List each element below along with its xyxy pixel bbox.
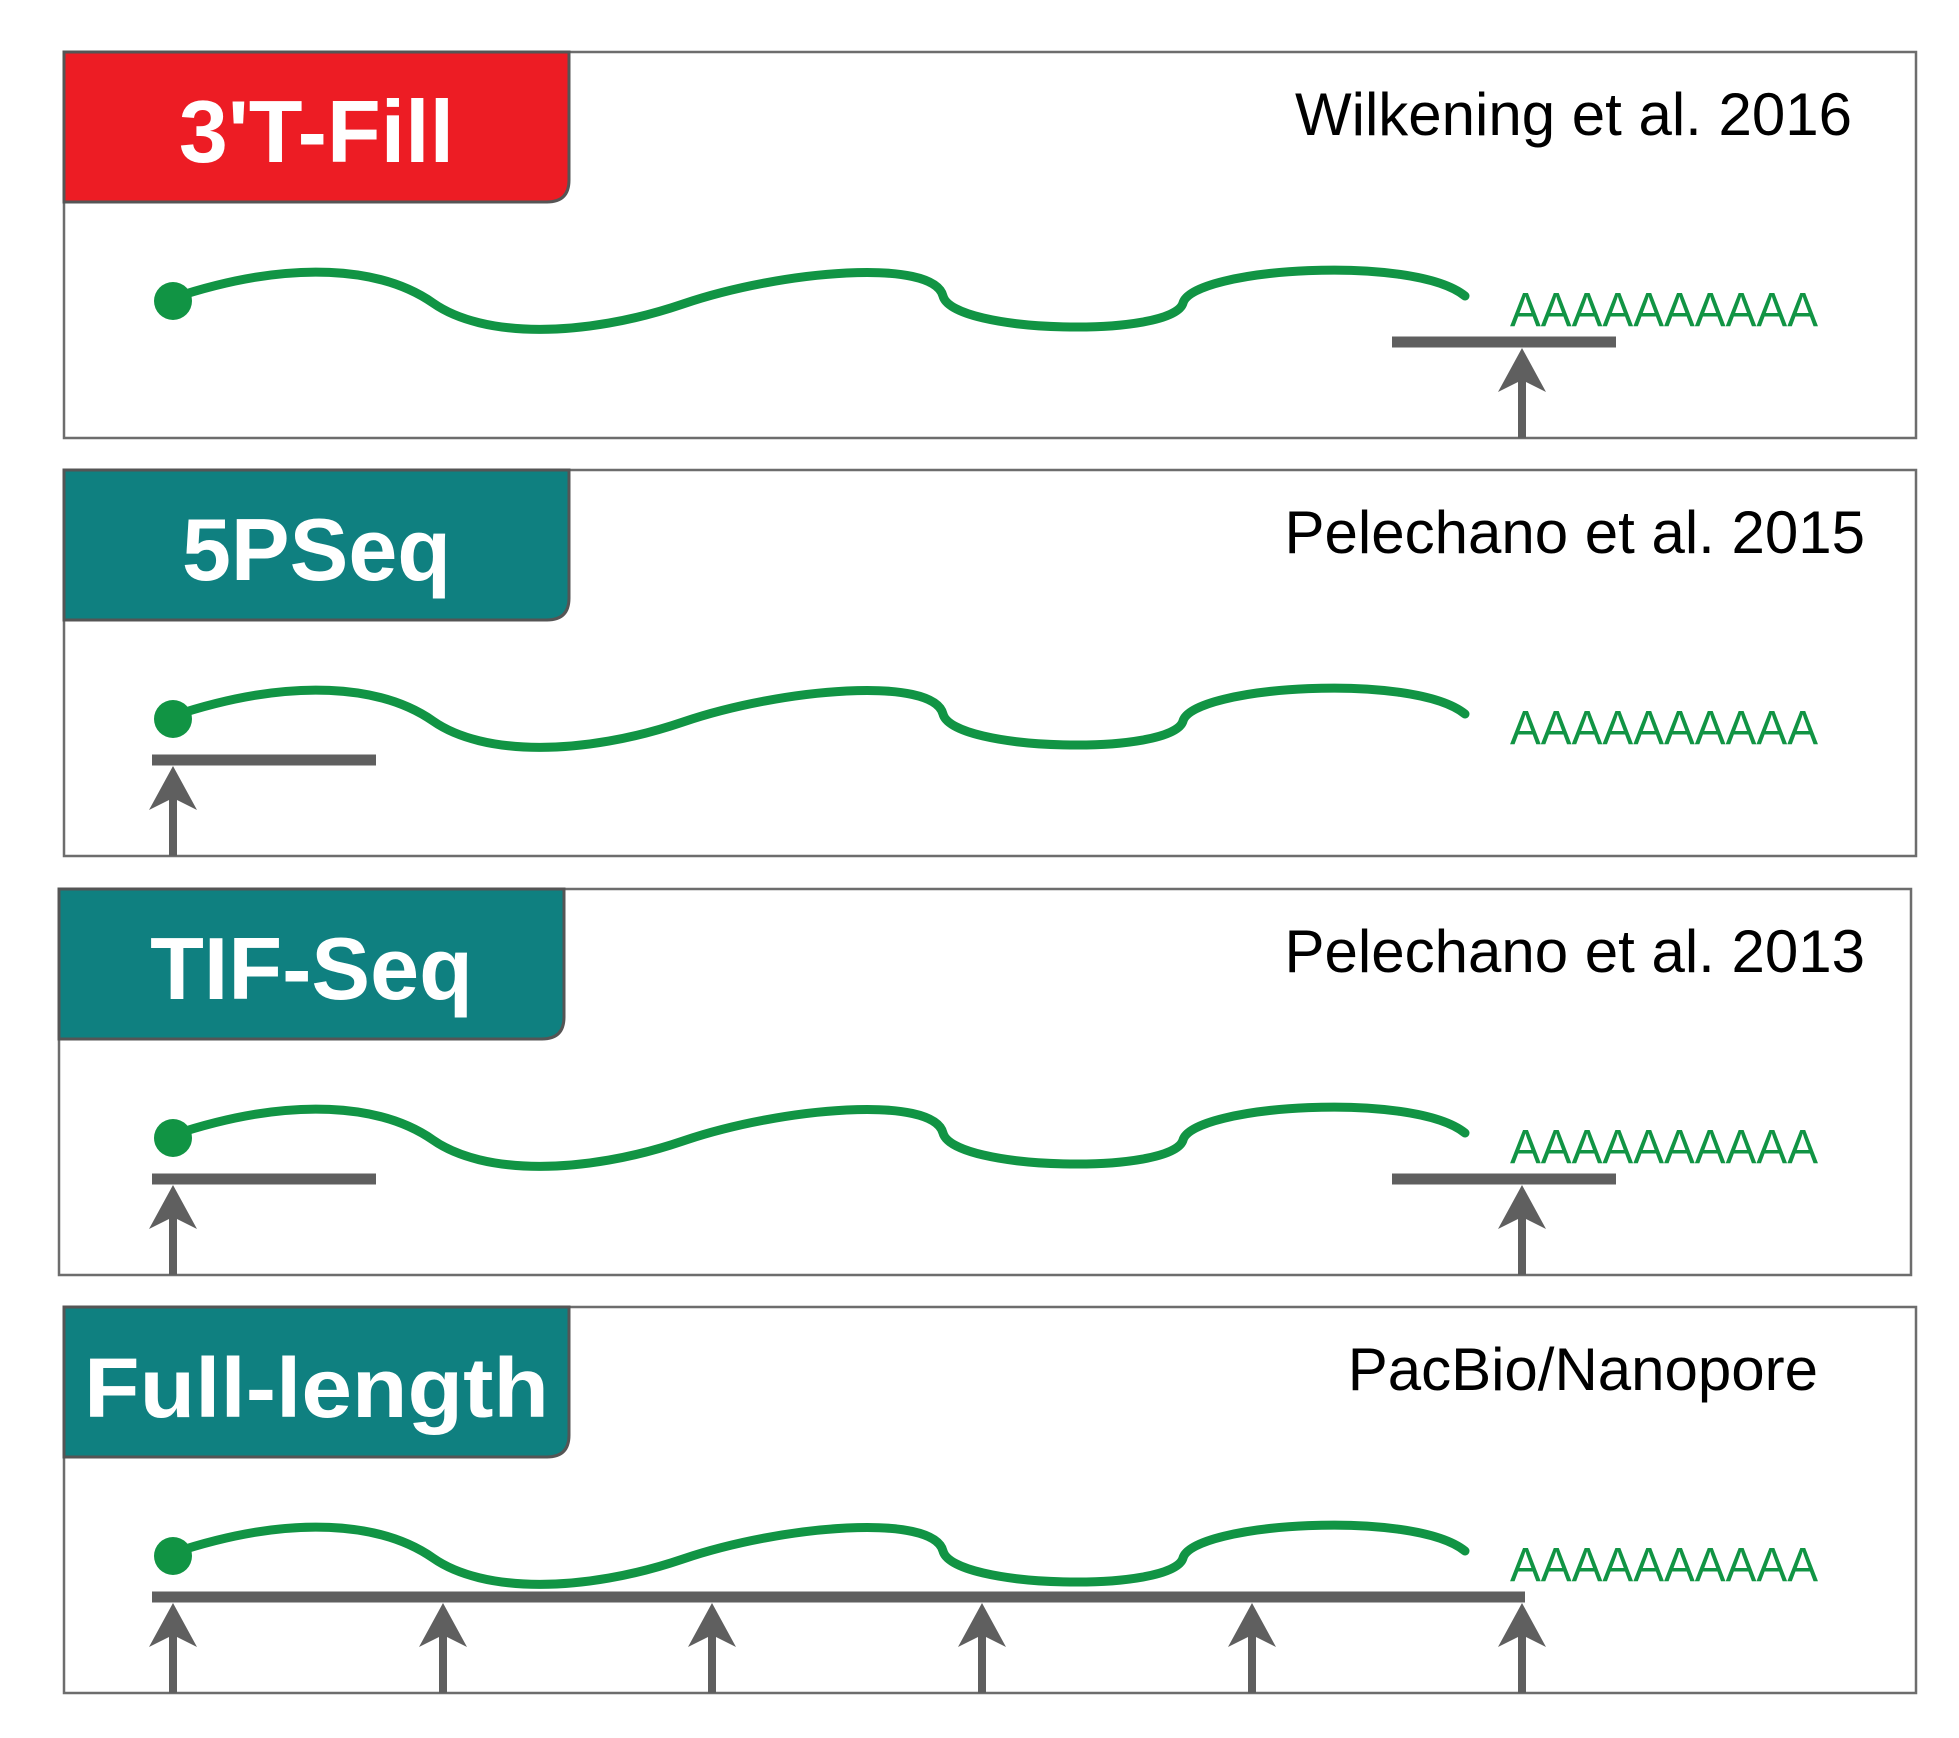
method-label: Full-length (84, 1341, 549, 1435)
five-prime-read-arrow (149, 1185, 197, 1275)
five-prime-cap (154, 700, 192, 738)
method-tab (62, 468, 571, 622)
read-arrow-4 (958, 1603, 1006, 1693)
rna-strand (168, 265, 1470, 334)
three-prime-read-arrow (1498, 348, 1546, 438)
five-prime-cap (154, 282, 192, 320)
method-label: TIF-Seq (150, 919, 473, 1018)
polya-tail: AAAAAAAAAA (1510, 702, 1818, 755)
three-prime-read-arrow (1498, 1185, 1546, 1275)
read-arrow-2 (419, 1603, 467, 1693)
citation: Pelechano et al. 2015 (1285, 499, 1865, 566)
citation: Pelechano et al. 2013 (1285, 918, 1865, 985)
five-prime-cap (154, 1537, 192, 1575)
polya-tail: AAAAAAAAAA (1510, 1539, 1818, 1592)
read-arrow-6 (1498, 1603, 1546, 1693)
read-arrow-1 (149, 1603, 197, 1693)
citation: Wilkening et al. 2016 (1295, 81, 1852, 148)
rna-strand (168, 1520, 1470, 1589)
method-label: 3'T-Fill (179, 82, 454, 181)
method-tab (57, 887, 566, 1041)
method-label: 5PSeq (182, 500, 451, 599)
read-arrow-3 (688, 1603, 736, 1693)
panel-4: Full-length PacBio/Nanopore AAAAAAAAAA (62, 1305, 1918, 1695)
method-tab (62, 1305, 571, 1459)
read-arrow-5 (1228, 1603, 1276, 1693)
polya-tail: AAAAAAAAAA (1510, 284, 1818, 337)
five-prime-read-arrow (149, 766, 197, 856)
rna-strand (168, 683, 1470, 752)
panel-1: 3'T-Fill Wilkening et al. 2016 AAAAAAAAAA (62, 50, 1918, 440)
panel-2: 5PSeq Pelechano et al. 2015 AAAAAAAAAA (62, 468, 1918, 858)
rna-strand (168, 1102, 1470, 1171)
citation: PacBio/Nanopore (1348, 1336, 1818, 1403)
five-prime-cap (154, 1119, 192, 1157)
polya-tail: AAAAAAAAAA (1510, 1121, 1818, 1174)
method-tab (62, 50, 571, 204)
panel-3: TIF-Seq Pelechano et al. 2013 AAAAAAAAAA (57, 887, 1913, 1277)
